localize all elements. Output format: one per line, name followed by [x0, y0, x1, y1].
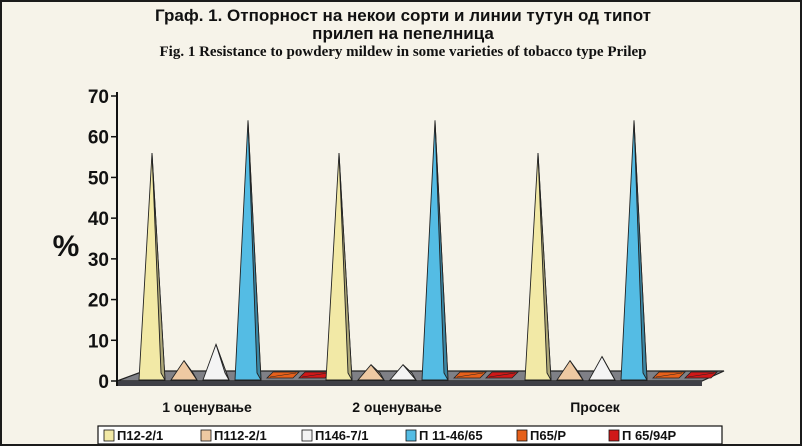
legend-swatch [301, 429, 313, 442]
legend-swatch [103, 429, 115, 442]
legend-label: П 65/94Р [622, 428, 676, 443]
bar-0-2 [202, 343, 230, 381]
bar-2-2 [588, 355, 616, 381]
bar-0-3 [234, 120, 262, 381]
y-tick-label: 50 [88, 168, 109, 189]
bar-1-0 [325, 152, 353, 381]
bar-2-5 [684, 371, 718, 379]
y-tick-label: 10 [88, 331, 109, 352]
bar-2-0 [524, 152, 552, 381]
legend-label: П146-7/1 [315, 428, 368, 443]
bar-1-2 [389, 364, 417, 381]
y-tick-label: 70 [88, 87, 109, 108]
legend-label: П 11-46/65 [419, 428, 483, 443]
y-tick-label: 20 [88, 291, 109, 312]
bar-0-4 [266, 371, 300, 379]
y-tick-label: 30 [88, 250, 109, 271]
legend-label: П65/Р [530, 428, 566, 443]
bar-2-3 [620, 120, 648, 381]
chart-floor-edge [117, 381, 702, 386]
chart-title-en: Fig. 1 Resistance to powdery mildew in s… [159, 44, 647, 60]
bar-1-3 [421, 120, 449, 381]
y-tick-label: 40 [88, 209, 109, 230]
legend-swatch [516, 429, 528, 442]
x-category-label: Просек [570, 399, 621, 415]
legend-swatch [608, 429, 620, 442]
legend-swatch [405, 429, 417, 442]
legend-label: П12-2/1 [117, 428, 163, 443]
chart-title-mk-line1: Граф. 1. Отпорност на некои сорти и лини… [154, 6, 651, 25]
bar-0-0 [138, 152, 166, 381]
legend-label: П112-2/1 [214, 428, 267, 443]
y-tick-label: 60 [88, 128, 109, 149]
y-axis-label: % [53, 230, 80, 263]
chart-title-mk-line2: прилеп на пепелница [312, 24, 494, 43]
x-category-label: 2 оценување [352, 399, 442, 415]
bar-1-4 [453, 371, 487, 379]
legend: П12-2/1 П112-2/1 П146-7/1 П 11-46/65 П65/Р П … [97, 425, 723, 444]
x-category-label: 1 оценување [162, 399, 252, 415]
bar-2-1 [556, 359, 584, 381]
bar-2-4 [652, 371, 686, 379]
legend-swatch [200, 429, 212, 442]
bar-0-1 [170, 359, 198, 381]
bar-1-5 [485, 371, 519, 379]
y-tick-label: 0 [98, 372, 109, 393]
bar-1-1 [357, 364, 385, 381]
